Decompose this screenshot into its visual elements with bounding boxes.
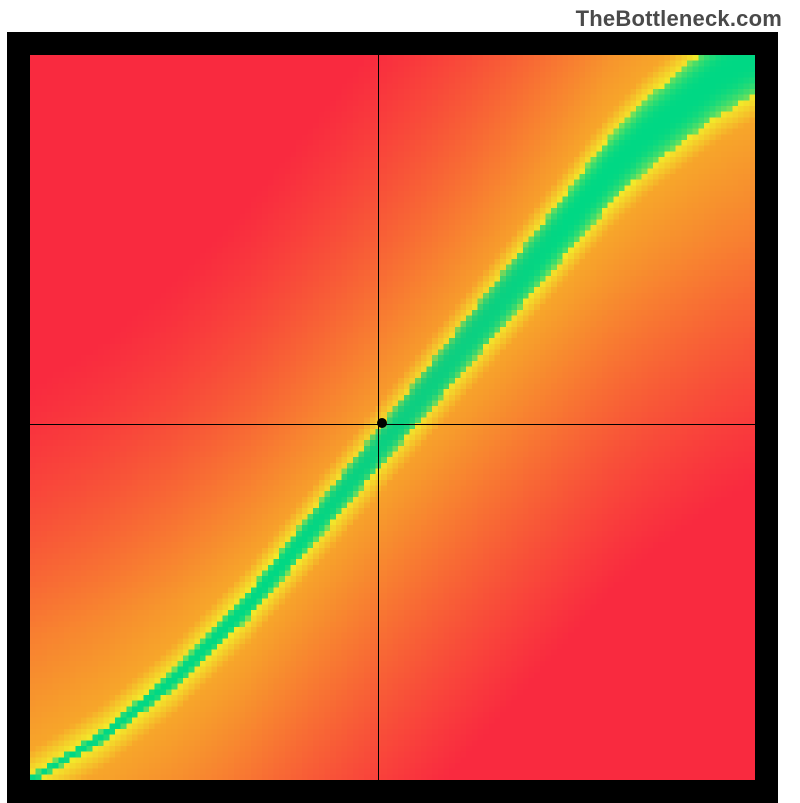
plot-frame [7,32,778,803]
crosshair-horizontal [30,424,755,425]
watermark-text: TheBottleneck.com [576,6,782,32]
heatmap-canvas [30,55,755,780]
chart-container: TheBottleneck.com [0,0,800,800]
crosshair-vertical [378,55,379,780]
data-point-marker [377,418,387,428]
heatmap-plot [30,55,755,780]
